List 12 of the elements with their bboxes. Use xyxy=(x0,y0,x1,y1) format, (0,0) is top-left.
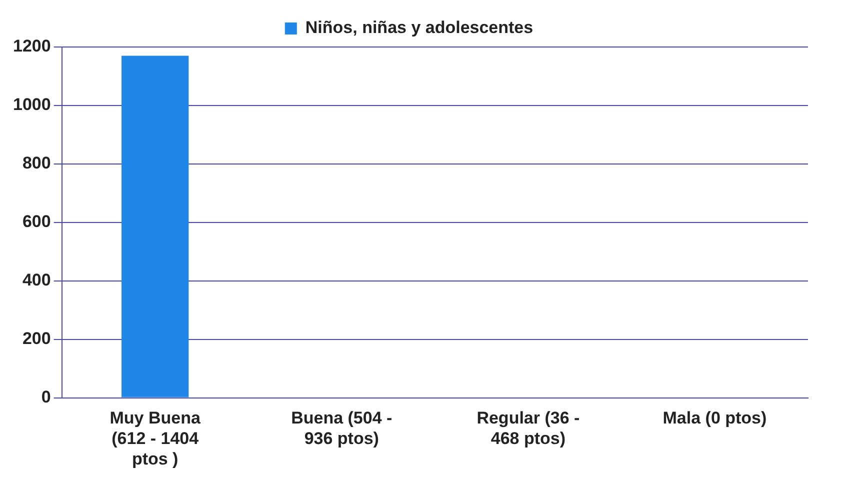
legend-label: Niños, niñas y adolescentes xyxy=(305,18,534,38)
y-tick-label: 800 xyxy=(22,154,51,173)
y-tick-label: 0 xyxy=(41,387,51,406)
y-tick-label: 1200 xyxy=(12,36,51,56)
x-tick-label: Buena (504 - 936 ptos) xyxy=(291,408,392,448)
y-tick-label: 200 xyxy=(22,329,51,348)
y-tick-label: 1000 xyxy=(12,95,51,114)
x-tick-label: Muy Buena (612 - 1404 ptos ) xyxy=(110,408,201,468)
y-tick-label: 400 xyxy=(22,270,51,290)
x-tick-label: Mala (0 ptos) xyxy=(662,408,767,428)
x-tick-label: Regular (36 - 468 ptos) xyxy=(476,408,580,448)
y-tick-label: 600 xyxy=(22,212,51,232)
